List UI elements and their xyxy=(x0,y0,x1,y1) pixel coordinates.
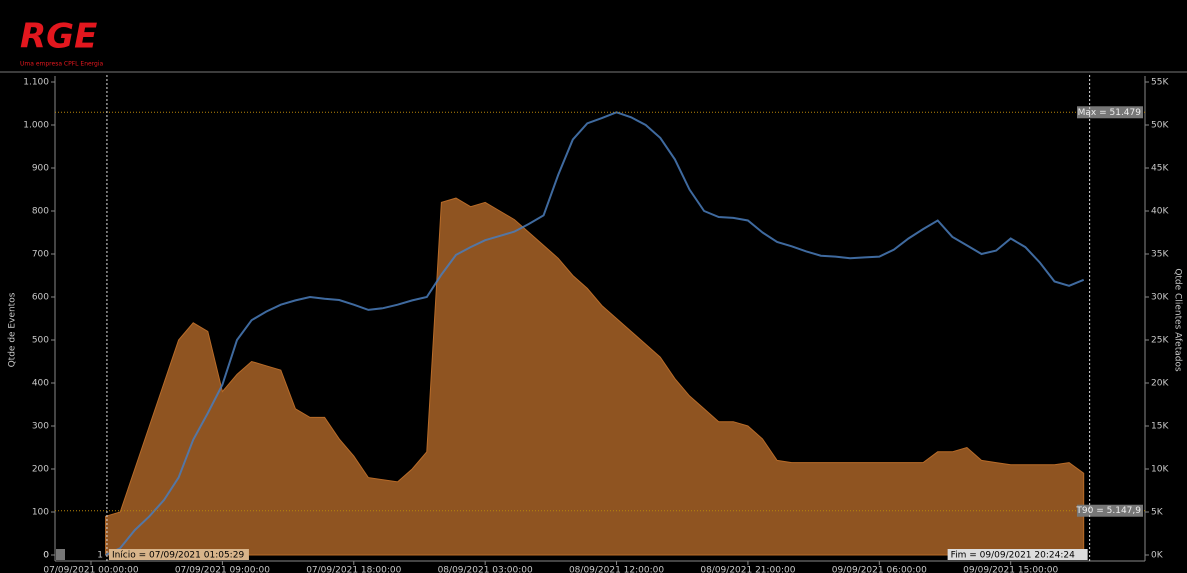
y2-tick-label: 20K xyxy=(1151,379,1169,389)
y2-tick-label: 30K xyxy=(1151,293,1169,303)
events-area xyxy=(105,197,1085,556)
y2-tick-label: 45K xyxy=(1151,164,1169,174)
cursor-label: 1 xyxy=(97,551,103,561)
x-tick-label: 08/09/2021 12:00:00 xyxy=(569,566,664,573)
x-tick-label: 07/09/2021 00:00:00 xyxy=(43,566,138,573)
logo-tagline: Uma empresa CPFL Energia xyxy=(20,61,104,68)
cursor-label: 0 xyxy=(43,551,49,561)
y2-tick-label: 55K xyxy=(1151,78,1169,88)
y2-tick-label: 15K xyxy=(1151,422,1169,432)
x-tick-label: 09/09/2021 06:00:00 xyxy=(832,566,927,573)
y-tick-label: 900 xyxy=(32,164,49,174)
y-tick-label: 200 xyxy=(32,465,49,475)
y2-tick-label: 40K xyxy=(1151,207,1169,217)
y-tick-label: 600 xyxy=(32,293,49,303)
y2-tick-label: 35K xyxy=(1151,250,1169,260)
y-tick-label: 300 xyxy=(32,422,49,432)
y-tick-label: 1.000 xyxy=(23,121,49,131)
y-tick-label: 100 xyxy=(32,508,49,518)
reference-label-box xyxy=(1077,106,1143,119)
y-axis-title: Qtde de Eventos xyxy=(8,292,18,367)
y-tick-label: 800 xyxy=(32,207,49,217)
x-tick-label: 07/09/2021 18:00:00 xyxy=(306,566,401,573)
y-tick-label: 700 xyxy=(32,250,49,260)
x-tick-label: 08/09/2021 03:00:00 xyxy=(438,566,533,573)
reference-label: T90 = 5.147,9 xyxy=(1075,506,1141,516)
cursor-box xyxy=(56,549,65,560)
y2-tick-label: 5K xyxy=(1151,508,1164,518)
y2-tick-label: 10K xyxy=(1151,465,1169,475)
x-tick-label: 07/09/2021 09:00:00 xyxy=(175,566,270,573)
reference-label: Max = 51.479 xyxy=(1078,108,1142,118)
x-tick-label: 08/09/2021 21:00:00 xyxy=(700,566,795,573)
time-marker-box xyxy=(947,549,1088,560)
time-marker-box xyxy=(108,549,249,560)
y-tick-label: 400 xyxy=(32,379,49,389)
logo: RGE xyxy=(20,17,97,57)
y-tick-label: 1.100 xyxy=(23,78,49,88)
y2-tick-label: 25K xyxy=(1151,336,1169,346)
time-marker-label: Início = 07/09/2021 01:05:29 xyxy=(112,551,245,561)
y2-axis-title: Qtde Clientes Afetados xyxy=(1173,268,1183,372)
clients-line xyxy=(105,111,1085,556)
time-marker-label: Fim = 09/09/2021 20:24:24 xyxy=(951,551,1075,561)
y2-tick-label: 50K xyxy=(1151,121,1169,131)
reference-label-box xyxy=(1077,504,1143,517)
y-tick-label: 500 xyxy=(32,336,49,346)
y2-tick-label: 0K xyxy=(1151,551,1164,561)
y-tick-label: 0 xyxy=(43,551,49,561)
x-tick-label: 09/09/2021 15:00:00 xyxy=(963,566,1058,573)
